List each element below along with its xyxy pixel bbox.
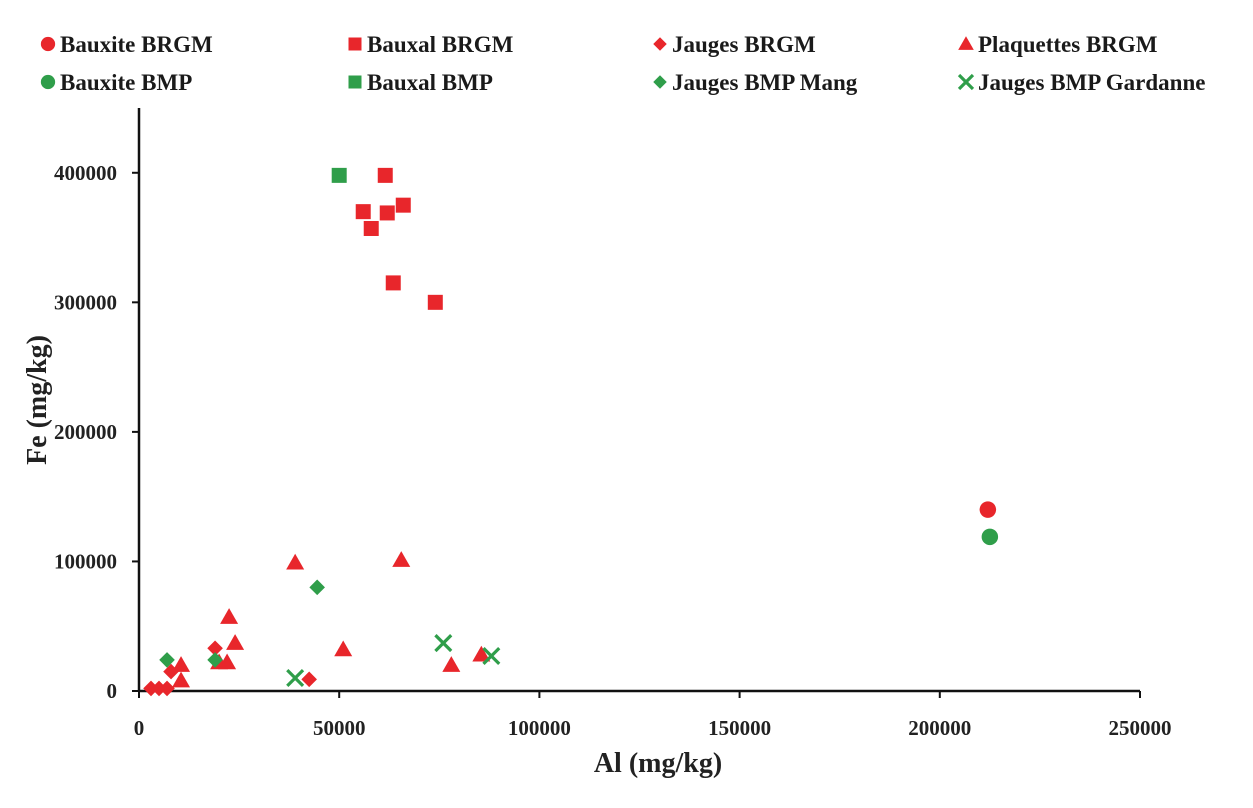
data-point (331, 167, 347, 183)
data-point (159, 680, 175, 697)
data-point (392, 551, 411, 567)
data-point (472, 645, 491, 662)
data-point (355, 204, 371, 220)
data-point (151, 680, 167, 697)
data-point (163, 663, 179, 680)
legend-label: Bauxal BMP (367, 70, 493, 95)
data-point (434, 634, 453, 653)
legend-marker (957, 73, 975, 91)
x-tick-label: 0 (134, 716, 145, 740)
legend: Bauxite BRGM Bauxal BRGM Jauges BRGM Plaque… (40, 32, 1205, 95)
data-point (395, 197, 411, 213)
legend-label: Jauges BMP Mang (672, 70, 858, 95)
data-point (981, 528, 999, 546)
data-point (377, 167, 393, 183)
data-point (172, 656, 191, 672)
x-tick-label: 50000 (313, 716, 366, 740)
legend-label: Bauxite BMP (60, 70, 192, 95)
data-point (207, 640, 223, 657)
legend-label: Jauges BRGM (672, 32, 816, 57)
legend-marker (40, 74, 56, 90)
data-point (334, 640, 353, 657)
data-point (218, 653, 237, 670)
data-point (207, 652, 223, 668)
data-point (159, 652, 175, 668)
x-axis-title: Al (mg/kg) (594, 748, 722, 779)
legend-marker (348, 75, 362, 89)
data-point (172, 671, 191, 688)
y-tick-label: 0 (107, 679, 118, 703)
data-point (286, 669, 305, 688)
data-point (379, 205, 395, 221)
data-point (143, 680, 159, 697)
data-point (442, 656, 461, 672)
y-tick-label: 300000 (54, 290, 117, 314)
legend-label: Jauges BMP Gardanne (978, 70, 1205, 95)
legend-marker (348, 37, 362, 51)
legend-label: Bauxite BRGM (60, 32, 213, 57)
ticks: 0 50000 100000 150000 200000 250000 0 100000 200… (54, 161, 1172, 740)
data-point (286, 553, 305, 570)
y-tick-label: 200000 (54, 420, 117, 444)
legend-marker (40, 36, 56, 52)
data-points (143, 167, 999, 697)
data-point (363, 220, 379, 236)
data-point (979, 501, 997, 518)
data-point (427, 294, 443, 310)
legend-marker (958, 36, 974, 50)
data-point (226, 634, 245, 650)
legend-label: Bauxal BRGM (367, 32, 514, 57)
legend-marker (653, 75, 667, 89)
data-point (482, 647, 501, 666)
data-point (309, 579, 325, 596)
x-tick-label: 250000 (1109, 716, 1172, 740)
legend-label: Plaquettes BRGM (978, 32, 1158, 57)
legend-marker (653, 37, 667, 51)
x-tick-label: 150000 (708, 716, 771, 740)
x-tick-label: 200000 (908, 716, 971, 740)
data-point (220, 608, 239, 624)
data-point (301, 671, 317, 688)
axes (137, 108, 1140, 693)
y-tick-label: 400000 (54, 161, 117, 185)
y-tick-label: 100000 (54, 549, 117, 573)
y-axis-title: Fe (mg/kg) (22, 335, 53, 465)
data-point (385, 275, 401, 291)
x-tick-label: 100000 (508, 716, 571, 740)
